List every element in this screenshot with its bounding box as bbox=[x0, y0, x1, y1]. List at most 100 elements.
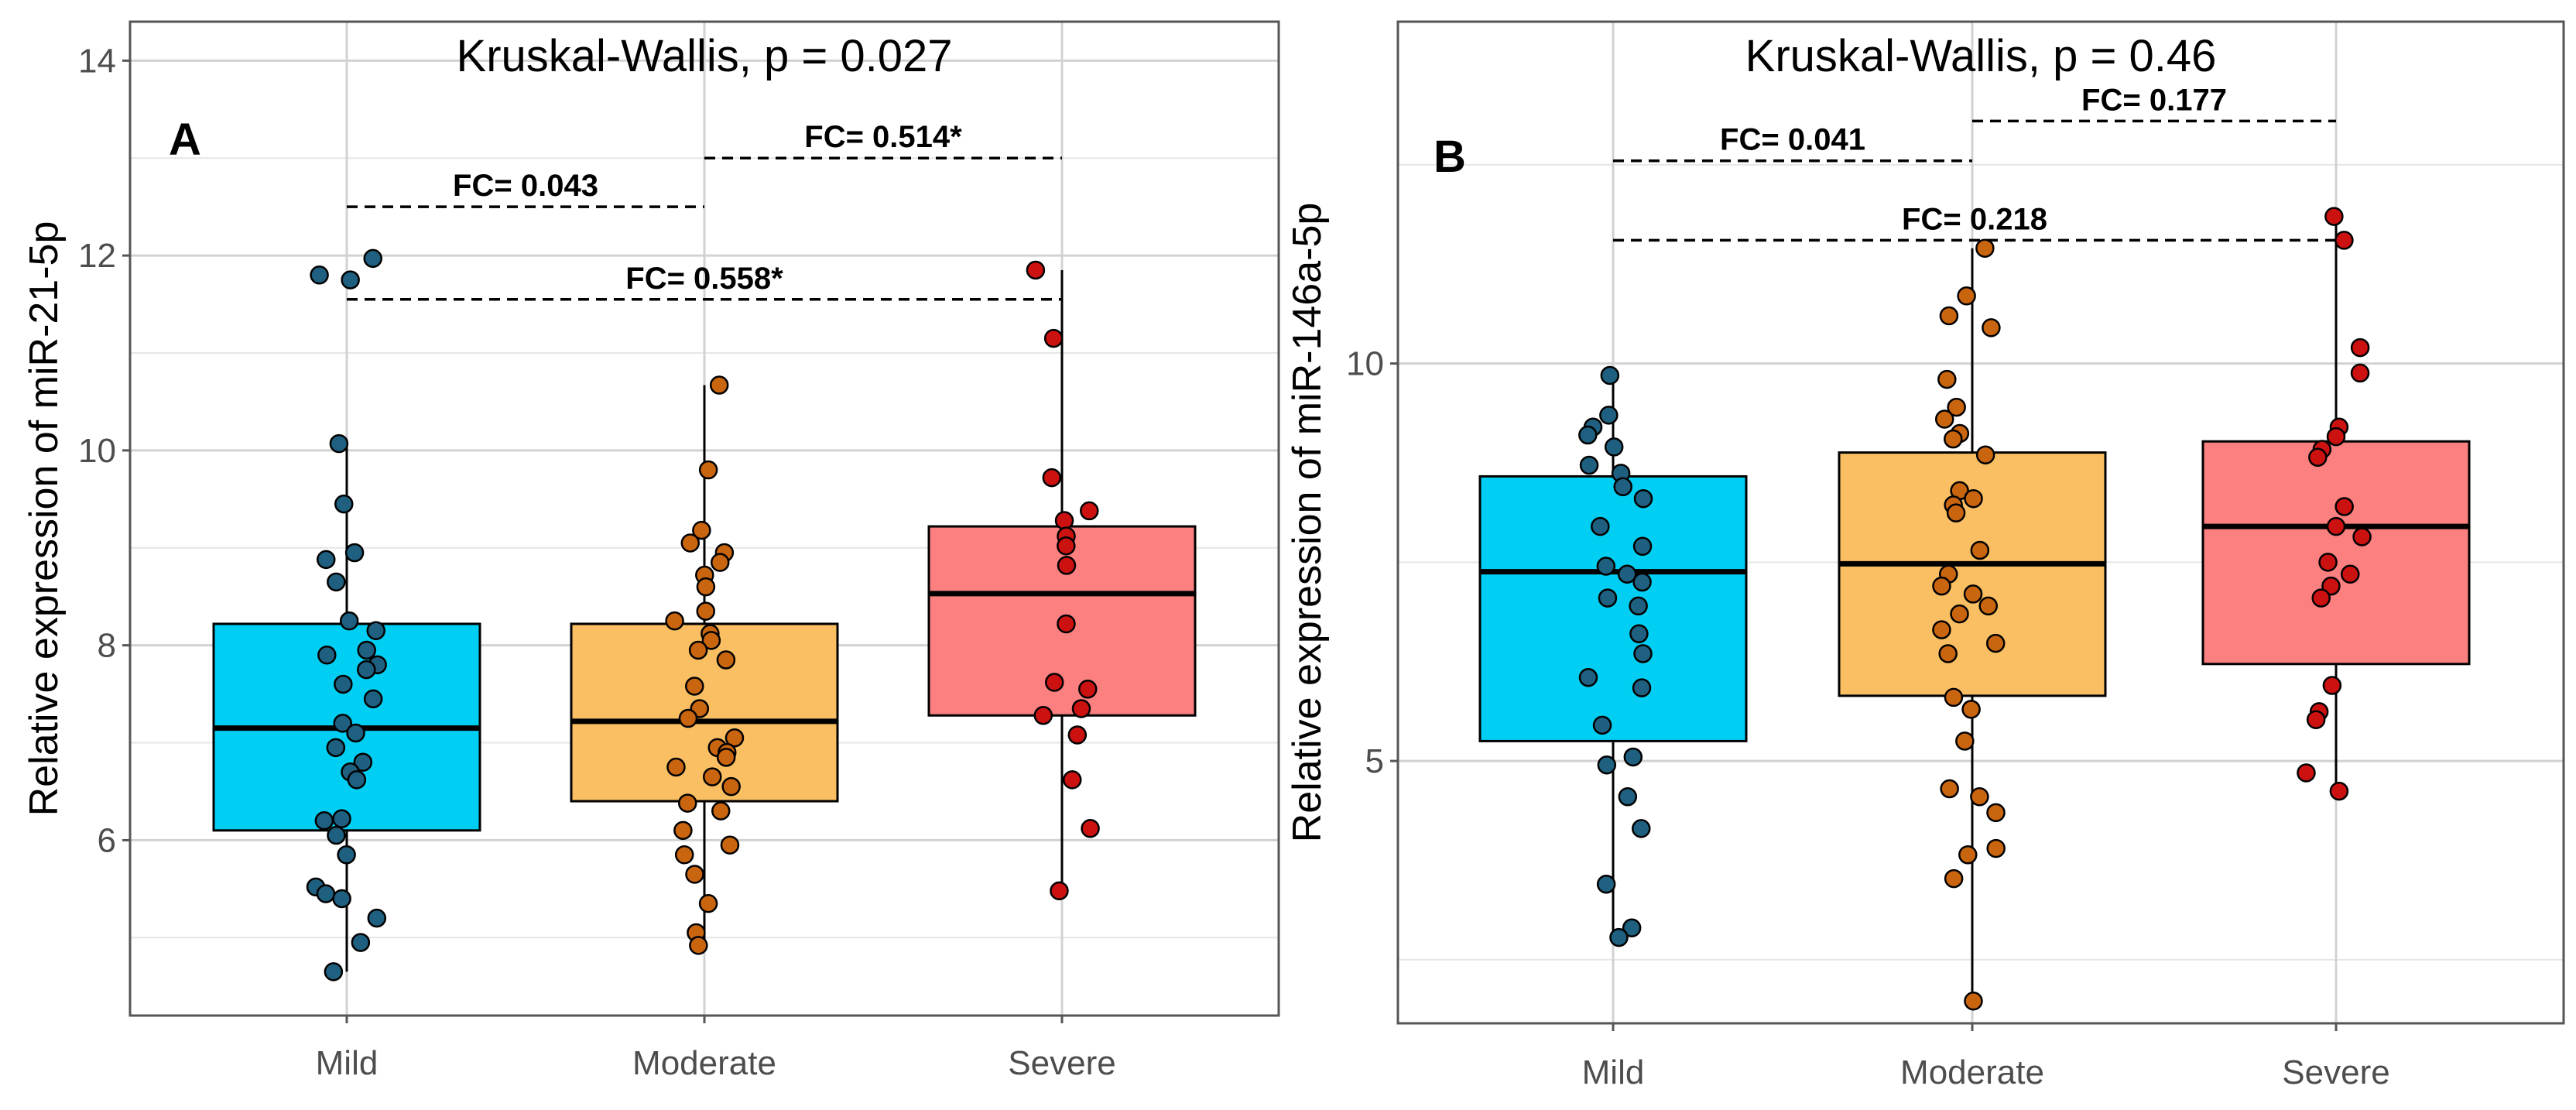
data-point bbox=[337, 845, 356, 865]
fc-label: FC= 0.041 bbox=[1720, 123, 1865, 157]
fc-label: FC= 0.558* bbox=[625, 262, 783, 296]
data-point bbox=[685, 677, 704, 696]
data-point bbox=[710, 553, 730, 572]
fc-label: FC= 0.043 bbox=[453, 169, 598, 203]
data-point bbox=[1057, 536, 1076, 556]
data-point bbox=[327, 572, 346, 592]
data-point bbox=[333, 714, 352, 733]
data-point bbox=[334, 494, 354, 514]
panel-letter: A bbox=[169, 115, 201, 165]
data-point bbox=[332, 809, 351, 828]
data-point bbox=[1978, 596, 1999, 616]
data-point bbox=[2334, 231, 2354, 250]
data-point bbox=[332, 889, 351, 909]
data-point bbox=[680, 533, 701, 553]
data-point bbox=[1944, 687, 1964, 707]
data-point bbox=[1955, 731, 1975, 751]
data-point bbox=[324, 962, 344, 982]
x-tick-label: Severe bbox=[1008, 1044, 1115, 1082]
data-point bbox=[1633, 488, 1653, 509]
y-axis-label: Relative expression of miR-146a-5p bbox=[1285, 203, 1330, 843]
data-point bbox=[1623, 747, 1643, 767]
y-axis-label: Relative expression of miR-21-5p bbox=[22, 221, 67, 817]
y-tick-label: 10 bbox=[78, 432, 116, 470]
data-point bbox=[1958, 845, 1978, 865]
x-tick-label: Severe bbox=[2282, 1053, 2389, 1091]
x-tick-label: Moderate bbox=[632, 1044, 776, 1082]
data-point bbox=[353, 752, 373, 772]
data-point bbox=[698, 893, 718, 913]
panel-letter: B bbox=[1434, 132, 1466, 182]
data-point bbox=[1629, 624, 1649, 644]
data-point bbox=[1940, 779, 1959, 799]
data-point bbox=[696, 601, 715, 621]
y-tick-label: 12 bbox=[78, 237, 116, 275]
data-point bbox=[2322, 676, 2342, 695]
data-point bbox=[2321, 576, 2341, 596]
data-point bbox=[1937, 369, 1957, 389]
panel-border bbox=[1396, 20, 2565, 1025]
data-point bbox=[2306, 710, 2326, 729]
data-point bbox=[1613, 477, 1632, 497]
data-point bbox=[701, 631, 721, 650]
data-point bbox=[357, 659, 376, 680]
data-point bbox=[1632, 536, 1653, 557]
data-point bbox=[1057, 614, 1076, 634]
data-point bbox=[1632, 819, 1651, 838]
y-tick-label: 10 bbox=[1346, 345, 1384, 383]
box-moderate bbox=[1838, 451, 2107, 697]
y-tick-label: 5 bbox=[1365, 742, 1384, 780]
data-point bbox=[685, 865, 704, 884]
data-point bbox=[357, 640, 376, 660]
data-point bbox=[1944, 429, 1963, 449]
data-point bbox=[1578, 425, 1598, 445]
data-point bbox=[1618, 787, 1638, 807]
data-point bbox=[2350, 363, 2370, 383]
data-point bbox=[724, 728, 745, 748]
data-point bbox=[351, 933, 371, 952]
data-point bbox=[1071, 699, 1091, 718]
data-point bbox=[673, 821, 693, 841]
data-point bbox=[367, 908, 387, 928]
data-point bbox=[1050, 881, 1069, 901]
data-point bbox=[678, 708, 698, 728]
data-point bbox=[2326, 427, 2346, 447]
data-point bbox=[363, 248, 382, 269]
data-point bbox=[347, 770, 367, 790]
data-point bbox=[716, 650, 736, 670]
data-point bbox=[1957, 286, 1976, 306]
panel-title: Kruskal-Wallis, p = 0.46 bbox=[1745, 31, 2217, 81]
data-point bbox=[1947, 397, 1966, 417]
data-point bbox=[1986, 838, 2006, 858]
data-point bbox=[1961, 700, 1981, 719]
data-point bbox=[316, 884, 336, 903]
data-point bbox=[1985, 633, 2006, 653]
fc-label: FC= 0.218 bbox=[1902, 202, 2047, 236]
data-point bbox=[674, 845, 694, 865]
data-point bbox=[1946, 503, 1966, 522]
data-point bbox=[1599, 406, 1619, 425]
data-point bbox=[1078, 680, 1098, 699]
data-point bbox=[702, 767, 722, 786]
box-severe bbox=[2201, 440, 2471, 666]
data-point bbox=[709, 375, 729, 395]
x-tick-label: Moderate bbox=[1900, 1053, 2044, 1091]
data-point bbox=[1057, 556, 1077, 575]
data-point bbox=[1033, 706, 1053, 725]
data-point bbox=[666, 757, 686, 777]
data-point bbox=[1944, 868, 1964, 889]
data-point bbox=[1592, 715, 1612, 735]
data-point bbox=[678, 793, 697, 813]
data-point bbox=[1080, 501, 1099, 521]
data-point bbox=[2329, 781, 2349, 801]
data-point bbox=[310, 266, 329, 285]
data-point bbox=[721, 776, 741, 797]
data-point bbox=[1964, 488, 1983, 509]
data-point bbox=[2350, 337, 2370, 358]
data-point bbox=[1964, 991, 1983, 1011]
data-point bbox=[317, 645, 337, 665]
data-point bbox=[1963, 584, 1983, 604]
panel-a: 6 8 10 12 14 FC= 0.043 FC= 0.514* FC= 0.558* Mil… bbox=[22, 20, 1280, 1082]
panel-title: Kruskal-Wallis, p = 0.027 bbox=[457, 31, 953, 81]
